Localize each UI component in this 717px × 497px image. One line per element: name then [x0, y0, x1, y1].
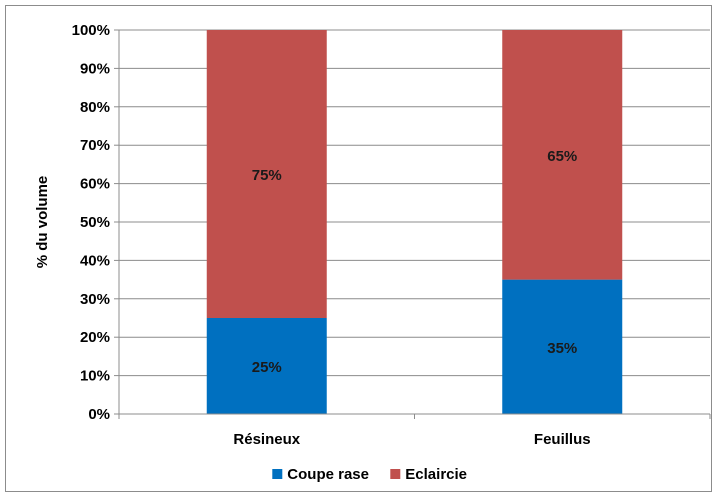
y-tick-label: 10%	[80, 368, 110, 385]
legend-swatch	[272, 469, 283, 479]
bar-segment	[206, 30, 327, 318]
y-tick-label: 20%	[80, 329, 110, 346]
y-tick-label: 100%	[72, 22, 110, 39]
y-tick-label: 40%	[80, 252, 110, 269]
x-tick-label: Résineux	[233, 431, 300, 448]
legend-label: Coupe rase	[287, 466, 369, 483]
axes	[114, 29, 711, 419]
y-tick-label: 70%	[80, 137, 110, 154]
legend-label: Eclaircie	[405, 466, 467, 483]
y-tick-label: 80%	[80, 99, 110, 116]
x-tick-label: Feuillus	[534, 431, 591, 448]
y-tick-label: 0%	[88, 406, 110, 423]
bars	[206, 30, 623, 414]
data-label: 75%	[252, 167, 282, 184]
y-tick-label: 30%	[80, 291, 110, 308]
y-tick-label: 60%	[80, 176, 110, 193]
bar-segment	[502, 279, 623, 414]
data-label: 65%	[547, 148, 577, 165]
labels: 0% 10% 20% 30% 40% 50% 60% 70% 80% 90% 100% 25% 75% R…	[72, 22, 591, 448]
y-axis-title: % du volume	[34, 176, 51, 269]
data-label: 25%	[252, 359, 282, 376]
bar-segment	[502, 30, 623, 280]
legend-swatch	[390, 469, 401, 479]
bar-segment	[206, 318, 327, 414]
y-tick-label: 90%	[80, 60, 110, 77]
y-tick-label: 50%	[80, 214, 110, 231]
legend: Coupe rase Eclaircie	[272, 466, 467, 483]
data-label: 35%	[547, 340, 577, 357]
